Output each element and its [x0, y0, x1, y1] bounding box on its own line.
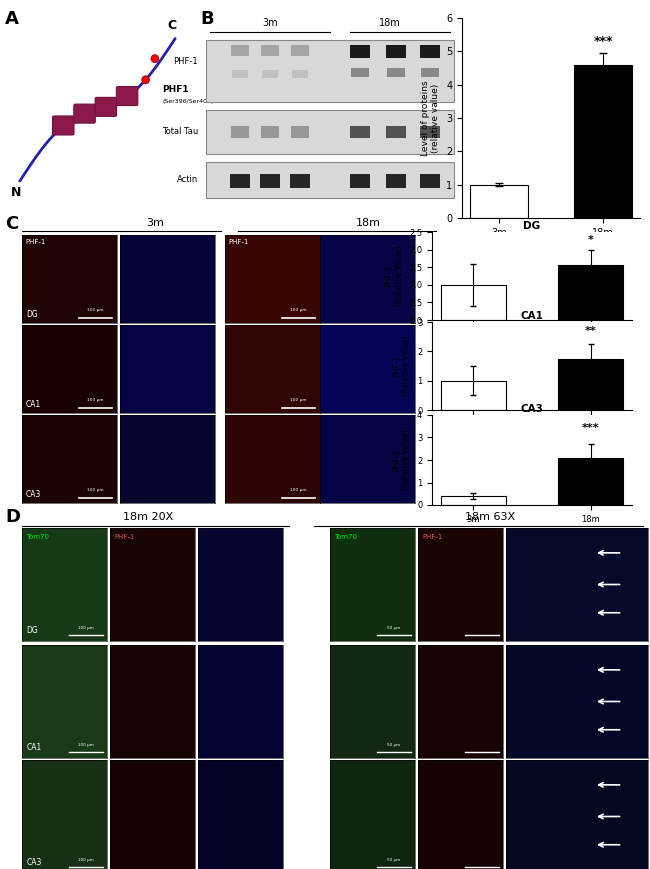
Bar — [260, 174, 280, 188]
Title: CA1: CA1 — [521, 311, 543, 322]
Text: PHF-1: PHF-1 — [26, 238, 46, 244]
Ellipse shape — [142, 76, 150, 83]
Text: 100 μm: 100 μm — [78, 743, 94, 746]
Text: CA3: CA3 — [26, 490, 41, 500]
Bar — [350, 174, 370, 188]
Bar — [350, 126, 370, 138]
Text: ***: *** — [593, 35, 613, 48]
Text: 50 μm: 50 μm — [387, 743, 400, 746]
Bar — [386, 126, 406, 138]
Text: 100 μm: 100 μm — [87, 399, 104, 402]
Text: PHF1: PHF1 — [162, 85, 189, 95]
Text: 18m: 18m — [356, 218, 380, 228]
Text: Tom70: Tom70 — [334, 534, 358, 540]
Text: Actin: Actin — [177, 176, 198, 184]
Title: DG: DG — [523, 222, 541, 231]
Text: A: A — [5, 10, 19, 28]
Text: PHF-1: PHF-1 — [114, 534, 135, 540]
Text: ***: *** — [582, 422, 599, 433]
Ellipse shape — [151, 55, 159, 63]
Bar — [261, 45, 279, 56]
Bar — [441, 285, 506, 320]
Bar — [206, 162, 454, 198]
Bar — [232, 70, 248, 78]
Y-axis label: PHF-1
(Relative Value): PHF-1 (Relative Value) — [392, 335, 411, 396]
Text: 100 μm: 100 μm — [291, 399, 307, 402]
FancyBboxPatch shape — [74, 104, 96, 123]
Bar — [420, 126, 440, 138]
Text: 50 μm: 50 μm — [387, 626, 400, 630]
Text: Tom70: Tom70 — [26, 534, 49, 540]
Text: Total Tau: Total Tau — [162, 128, 198, 136]
Bar — [230, 174, 250, 188]
Bar — [261, 126, 279, 138]
Text: CA1: CA1 — [26, 401, 41, 409]
Text: (Ser396/Ser404): (Ser396/Ser404) — [162, 99, 214, 103]
Bar — [262, 70, 278, 78]
Text: PHF-1: PHF-1 — [422, 534, 443, 540]
Text: PHF-1: PHF-1 — [174, 57, 198, 67]
Bar — [421, 68, 439, 77]
Bar — [386, 174, 406, 188]
Text: 18m 63X: 18m 63X — [465, 512, 515, 522]
Text: CA1: CA1 — [26, 743, 42, 753]
Bar — [575, 64, 632, 218]
Text: B: B — [200, 10, 214, 28]
Text: D: D — [5, 508, 20, 526]
FancyBboxPatch shape — [116, 87, 138, 105]
Text: C: C — [5, 215, 18, 233]
FancyBboxPatch shape — [95, 97, 116, 116]
Y-axis label: PHF-1
(Relative Value): PHF-1 (Relative Value) — [384, 246, 404, 306]
Text: N: N — [11, 186, 21, 199]
Text: 100 μm: 100 μm — [78, 858, 94, 862]
Bar — [231, 45, 249, 56]
Text: 100 μm: 100 μm — [291, 488, 307, 493]
Text: DG: DG — [26, 627, 38, 635]
Text: 50 μm: 50 μm — [387, 858, 400, 862]
Text: 18m 20X: 18m 20X — [123, 512, 173, 522]
Title: CA3: CA3 — [521, 404, 543, 415]
Text: 100 μm: 100 μm — [87, 308, 104, 313]
Bar — [387, 68, 405, 77]
Bar — [231, 126, 249, 138]
Bar — [558, 265, 623, 320]
Text: PHF-1: PHF-1 — [229, 238, 249, 244]
Text: 100 μm: 100 μm — [87, 488, 104, 493]
Bar — [420, 174, 440, 188]
Bar — [290, 174, 310, 188]
Bar — [420, 45, 440, 58]
Bar — [292, 70, 308, 78]
Text: *: * — [588, 235, 593, 244]
Bar — [291, 45, 309, 56]
Text: 100 μm: 100 μm — [78, 626, 94, 630]
Bar — [470, 185, 528, 218]
Text: 3m: 3m — [146, 218, 164, 228]
Y-axis label: Level of proteins
(relative value): Level of proteins (relative value) — [421, 80, 441, 156]
Bar — [206, 110, 454, 154]
Bar — [351, 68, 369, 77]
Bar — [386, 45, 406, 58]
FancyBboxPatch shape — [53, 116, 74, 135]
Bar — [350, 45, 370, 58]
Text: CA3: CA3 — [26, 859, 42, 867]
Text: **: ** — [585, 326, 597, 335]
Text: DG: DG — [26, 310, 38, 320]
Bar — [291, 126, 309, 138]
Bar — [206, 40, 454, 102]
Text: 18m: 18m — [379, 18, 401, 28]
Text: C: C — [167, 19, 176, 31]
Bar — [558, 458, 623, 505]
Text: 3m: 3m — [262, 18, 278, 28]
Y-axis label: PHF-1
(Relative Value): PHF-1 (Relative Value) — [392, 429, 411, 490]
Bar — [441, 381, 506, 410]
Bar — [441, 496, 506, 505]
Text: 100 μm: 100 μm — [291, 308, 307, 313]
Bar — [558, 359, 623, 410]
